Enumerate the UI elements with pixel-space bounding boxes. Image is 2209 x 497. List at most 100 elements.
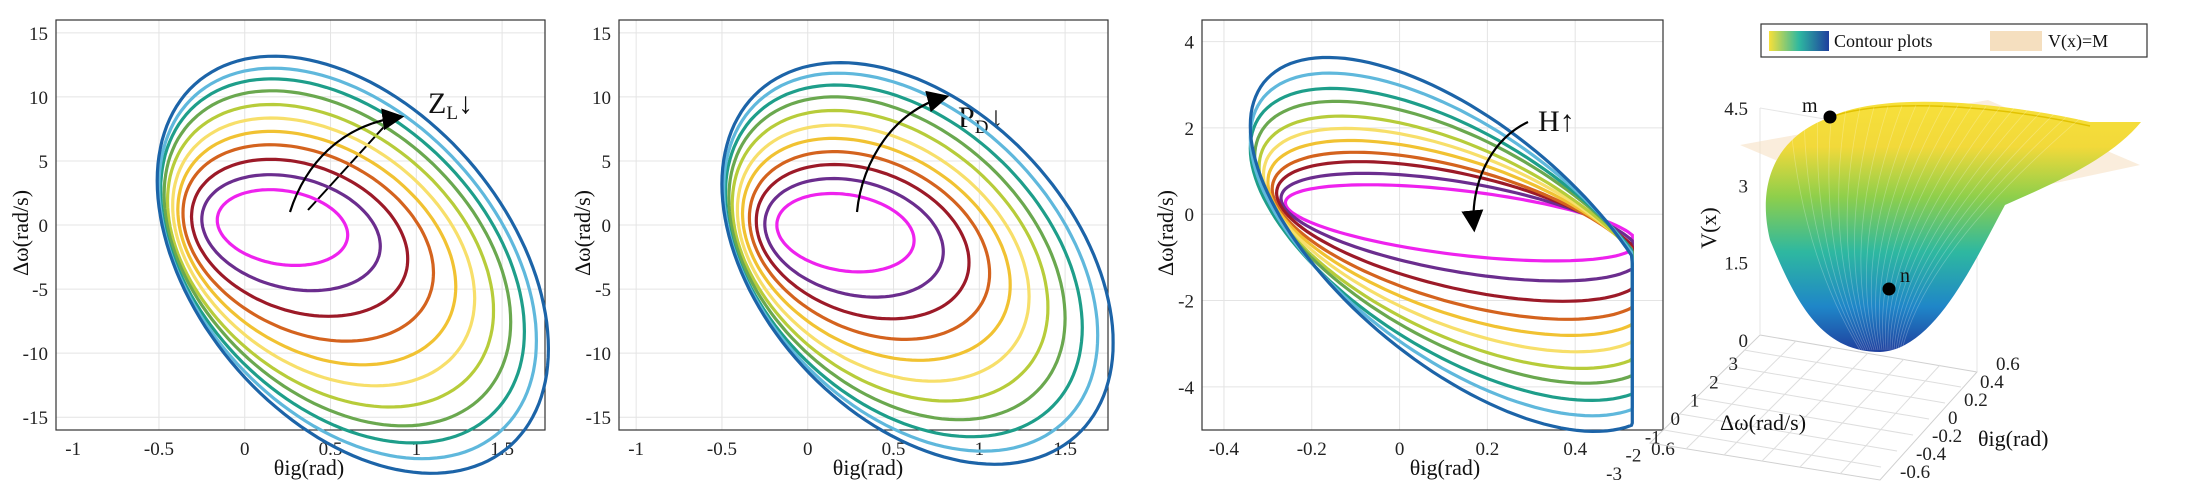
panel-a-trend-arrow bbox=[288, 108, 405, 213]
surface-y-tick-label: 3 bbox=[1729, 354, 1739, 375]
y-tick-label: 10 bbox=[592, 88, 611, 109]
y-tick-label: -4 bbox=[1178, 378, 1194, 399]
orbit-a-11 bbox=[155, 54, 551, 475]
surface-y-tick-label: 2 bbox=[1709, 372, 1719, 393]
legend: Contour plots V(x)=M bbox=[1760, 23, 2148, 58]
x-tick-label: -0.5 bbox=[144, 439, 174, 460]
orbit-b-7 bbox=[730, 108, 1050, 403]
surface-x-tick-label: -0.2 bbox=[1932, 426, 1962, 447]
x-tick-label: -1 bbox=[628, 439, 644, 460]
orbit-c-11 bbox=[1248, 55, 1634, 434]
y-tick-label: 4 bbox=[1185, 33, 1195, 54]
z-tick-label: 3 bbox=[1739, 176, 1749, 197]
orbit-c-3 bbox=[1274, 160, 1634, 303]
orbit-b-4 bbox=[747, 150, 992, 341]
orbit-a-8 bbox=[162, 89, 513, 428]
point-m-label: m bbox=[1802, 95, 1818, 117]
x-tick-label: -0.4 bbox=[1209, 439, 1240, 460]
surface-y-tick-label: 0 bbox=[1671, 409, 1681, 430]
panel-d-zlabel: V(x) bbox=[1696, 207, 1721, 249]
panel-c-annotation: H↑ bbox=[1538, 105, 1575, 138]
z-tick-label: 4.5 bbox=[1724, 99, 1748, 120]
x-tick-label: 0 bbox=[1395, 439, 1405, 460]
y-tick-label: -10 bbox=[23, 344, 48, 365]
orbit-a-9 bbox=[159, 77, 527, 445]
panel-a-ylabel: Δω(rad/s) bbox=[8, 190, 33, 276]
orbit-b-11 bbox=[720, 60, 1115, 466]
x-tick-label: -0.2 bbox=[1297, 439, 1327, 460]
grid-b bbox=[619, 20, 1108, 430]
x-tick-label: 0.2 bbox=[1476, 439, 1500, 460]
x-tick-label: 0.4 bbox=[1563, 439, 1587, 460]
surface-y-tick-label: 1 bbox=[1690, 391, 1700, 412]
y-tick-label: 0 bbox=[602, 216, 612, 237]
surface-y-tick-label: -3 bbox=[1606, 464, 1622, 485]
x-tick-label: 0.5 bbox=[319, 439, 343, 460]
orbit-c-4 bbox=[1270, 150, 1634, 321]
y-tick-label: 15 bbox=[592, 24, 611, 45]
y-tick-label: -15 bbox=[586, 408, 611, 429]
legend-label-contour: Contour plots bbox=[1834, 31, 1933, 51]
y-tick-label: 5 bbox=[602, 152, 612, 173]
orbit-a-3 bbox=[189, 157, 410, 318]
panel-a-xlabel: θig(rad) bbox=[274, 455, 344, 480]
plot-frame-b bbox=[618, 19, 1109, 431]
orbit-b-1 bbox=[775, 191, 916, 274]
orbit-c-2 bbox=[1279, 171, 1634, 283]
orbit-b-2 bbox=[763, 176, 945, 299]
orbit-a-2 bbox=[200, 173, 382, 293]
surface-y-tick-label: -1 bbox=[1645, 427, 1661, 448]
panel-c-xlabel: θig(rad) bbox=[1410, 455, 1480, 480]
panel-c-ylabel: Δω(rad/s) bbox=[1153, 190, 1178, 276]
orbit-a-1 bbox=[215, 188, 350, 267]
y-tick-label: 0 bbox=[1185, 205, 1195, 226]
orbit-c-5 bbox=[1266, 138, 1634, 337]
surface-y-tick-label: -2 bbox=[1626, 446, 1642, 467]
x-tick-label: -1 bbox=[65, 439, 81, 460]
surface-x-tick-label: 0.6 bbox=[1996, 354, 2020, 375]
z-tick-label: 0 bbox=[1739, 331, 1749, 352]
x-tick-label: 0 bbox=[803, 439, 813, 460]
x-tick-label: 1.5 bbox=[1053, 439, 1077, 460]
y-tick-label: 0 bbox=[39, 216, 49, 237]
panel-b-ylabel: Δω(rad/s) bbox=[570, 190, 595, 276]
y-tick-label: 15 bbox=[29, 24, 48, 45]
y-tick-label: -5 bbox=[595, 280, 611, 301]
orbit-b-6 bbox=[735, 123, 1031, 383]
orbit-c-6 bbox=[1261, 126, 1634, 354]
x-tick-label: 1 bbox=[412, 439, 422, 460]
orbit-a-4 bbox=[181, 143, 436, 343]
panel-b: PD↓ θig(rad) Δω(rad/s) -1 -0.5 0 0.5 1 1.5-15… bbox=[570, 19, 1115, 480]
point-m bbox=[1823, 110, 1837, 124]
surface-x-tick-label: -0.4 bbox=[1916, 444, 1947, 465]
x-tick-label: -0.5 bbox=[707, 439, 737, 460]
y-tick-label: -15 bbox=[23, 408, 48, 429]
orbit-b-10 bbox=[722, 71, 1100, 453]
panel-c-trend-arrow bbox=[1461, 121, 1529, 233]
y-tick-label: -10 bbox=[586, 344, 611, 365]
orbit-a-6 bbox=[171, 116, 477, 388]
orbit-b-3 bbox=[754, 162, 971, 321]
point-n bbox=[1882, 282, 1896, 296]
surface-x-tick-label: 0.2 bbox=[1964, 390, 1988, 411]
orbit-a-7 bbox=[165, 102, 496, 409]
plot-frame-a bbox=[55, 19, 546, 431]
y-tick-label: 5 bbox=[39, 152, 49, 173]
legend-swatch-contour bbox=[1769, 31, 1829, 51]
x-tick-label: 0 bbox=[240, 439, 250, 460]
point-n-label: n bbox=[1900, 265, 1910, 287]
legend-label-plane: V(x)=M bbox=[2048, 31, 2108, 52]
y-tick-label: 2 bbox=[1185, 119, 1195, 140]
surface-x-tick-label: -0.6 bbox=[1900, 462, 1930, 483]
plot-frame-c bbox=[1201, 19, 1664, 431]
surface-x-tick-label: 0 bbox=[1948, 408, 1958, 429]
surface-floor-grid bbox=[1648, 334, 1978, 481]
orbit-b-5 bbox=[740, 136, 1012, 362]
orbit-b-8 bbox=[727, 95, 1067, 422]
legend-swatch-plane bbox=[1990, 31, 2042, 51]
panel-a-annotation: ZL↓ bbox=[428, 87, 473, 124]
y-tick-label: 10 bbox=[29, 88, 48, 109]
panel-c: H↑ θig(rad) Δω(rad/s) -0.4 -0.2 0 0.2 0.4 0.6… bbox=[1153, 19, 1675, 480]
